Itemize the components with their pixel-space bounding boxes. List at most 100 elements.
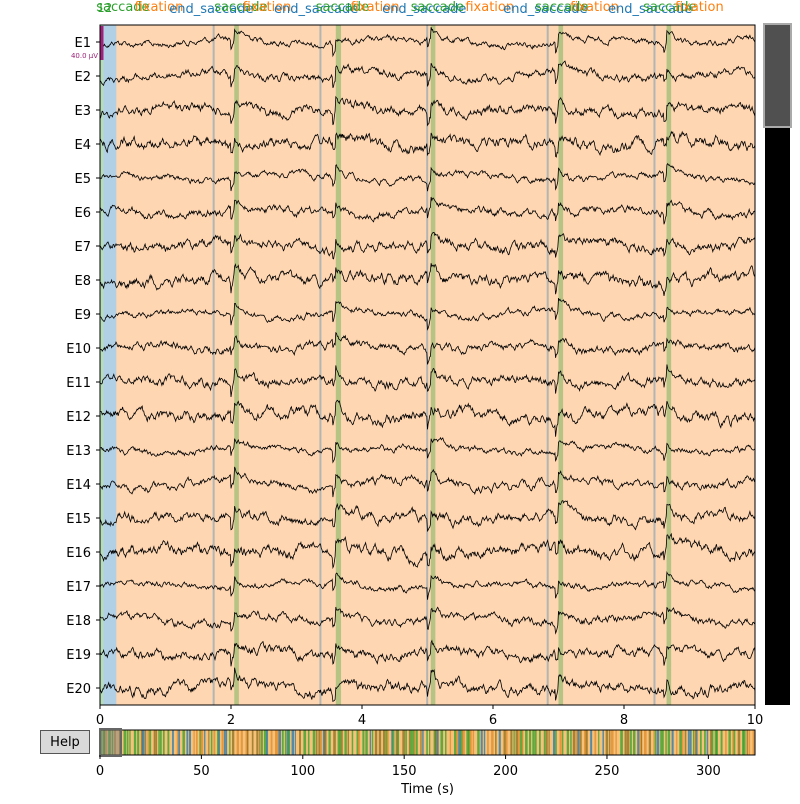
annotation-span-saccade[interactable] [100, 25, 104, 705]
overview-event-stripe [392, 730, 395, 755]
annotation-span-end-saccade[interactable] [653, 25, 656, 705]
annotation-span-saccade[interactable] [666, 25, 672, 705]
overview-event-stripe [590, 730, 593, 755]
overview-tick-label: 300 [696, 764, 721, 779]
overview-event-stripe [200, 730, 204, 755]
channel-label-e4[interactable]: E4 [75, 138, 92, 153]
overview-event-stripe [525, 730, 528, 755]
channel-label-e10[interactable]: E10 [66, 342, 91, 357]
channel-label-e15[interactable]: E15 [66, 512, 91, 527]
help-button[interactable]: Help [40, 730, 90, 754]
channel-label-e12[interactable]: E12 [66, 410, 91, 425]
channel-label-e7[interactable]: E7 [75, 240, 92, 255]
time-tick-label: 0 [96, 713, 104, 728]
overview-event-stripe [251, 730, 254, 755]
overview-event-stripe [378, 730, 382, 755]
overview-event-stripe [529, 730, 532, 755]
channel-label-e17[interactable]: E17 [66, 580, 91, 595]
overview-event-stripe [413, 730, 416, 755]
overview-event-stripe [679, 730, 682, 755]
overview-event-stripe [351, 730, 354, 755]
channel-label-e20[interactable]: E20 [66, 682, 91, 697]
overview-event-stripe [391, 730, 394, 755]
overview-event-stripe [137, 730, 140, 755]
overview-event-stripe [123, 730, 127, 755]
overview-event-stripe [662, 730, 664, 755]
channel-label-e18[interactable]: E18 [66, 614, 91, 629]
overview-event-stripe [426, 730, 428, 755]
overview-event-stripe [716, 730, 718, 755]
overview-event-stripe [562, 730, 564, 755]
annotation-span-fixation[interactable] [116, 25, 755, 705]
signal-trace-e16 [99, 532, 756, 570]
overview-event-stripe [653, 730, 655, 755]
channel-label-e19[interactable]: E19 [66, 648, 91, 663]
time-tick-label: 2 [227, 713, 235, 728]
channel-label-e8[interactable]: E8 [75, 274, 92, 289]
overview-event-stripe [195, 730, 198, 755]
overview-event-stripe [307, 730, 310, 755]
overview-event-stripe [312, 730, 316, 755]
overview-event-stripe [362, 730, 365, 755]
overview-event-stripe [266, 730, 269, 755]
overview-event-stripe [648, 730, 652, 755]
overview-event-stripe [671, 730, 674, 755]
annotation-span-end-saccade[interactable] [103, 25, 117, 705]
overview-event-stripe [704, 730, 706, 755]
overview-event-stripe [428, 730, 431, 755]
overview-event-stripe [566, 730, 570, 755]
overview-event-stripe [221, 730, 224, 755]
time-overview-bar[interactable] [100, 730, 755, 755]
overview-event-stripe [167, 730, 170, 755]
annotation-span-saccade[interactable] [335, 25, 342, 705]
channel-label-e13[interactable]: E13 [66, 444, 91, 459]
annotation-span-saccade[interactable] [558, 25, 564, 705]
overview-event-stripe [213, 730, 216, 755]
annotation-label-layer: saccadefixationend_saccadesaccadefixatio… [96, 0, 723, 17]
overview-event-stripe [199, 730, 202, 755]
overview-event-stripe [714, 730, 718, 755]
overview-event-stripe [155, 730, 158, 755]
overview-viewport-indicator[interactable] [99, 728, 122, 757]
annotation-span-end-saccade[interactable] [319, 25, 322, 705]
overview-event-stripe [469, 730, 472, 755]
channel-label-e11[interactable]: E11 [66, 376, 91, 391]
channel-label-e2[interactable]: E2 [75, 70, 92, 85]
annotation-label: saccade [96, 0, 149, 15]
overview-event-stripe [270, 730, 273, 755]
overview-event-stripe [579, 730, 582, 755]
overview-event-stripe [315, 730, 318, 755]
overview-event-stripe [462, 730, 465, 755]
overview-event-stripe [720, 730, 723, 755]
channel-label-e16[interactable]: E16 [66, 546, 91, 561]
channel-scrollbar-track[interactable] [765, 25, 790, 705]
overview-event-stripe [491, 730, 494, 755]
annotation-span-saccade[interactable] [430, 25, 436, 705]
annotation-span-saccade[interactable] [234, 25, 239, 705]
time-axis-label: Time (s) [401, 782, 454, 797]
overview-event-stripe [299, 730, 301, 755]
overview-event-stripe [520, 730, 523, 755]
overview-event-stripe [140, 730, 144, 755]
channel-label-e5[interactable]: E5 [75, 172, 92, 187]
annotation-span-end-saccade[interactable] [212, 25, 215, 705]
annotation-label: saccade [411, 0, 464, 15]
overview-axis: 0 50 100 150 200 250 300 [96, 755, 721, 779]
overview-event-stripe [186, 730, 189, 755]
channel-scrollbar-thumb[interactable] [763, 23, 792, 128]
overview-event-stripe [660, 730, 663, 755]
channel-label-e3[interactable]: E3 [75, 104, 92, 119]
overview-event-stripe [637, 730, 640, 755]
overview-event-stripe [217, 730, 220, 755]
annotation-span-end-saccade[interactable] [546, 25, 549, 705]
channel-label-e6[interactable]: E6 [75, 206, 92, 221]
channel-label-e9[interactable]: E9 [75, 308, 92, 323]
overview-event-stripe [513, 730, 515, 755]
annotation-span-end-saccade[interactable] [426, 25, 429, 705]
overview-event-stripe [543, 730, 546, 755]
overview-tick-label: 0 [96, 764, 104, 779]
channel-label-e14[interactable]: E14 [66, 478, 91, 493]
overview-event-stripe [598, 730, 600, 755]
channel-label-e1[interactable]: E1 [75, 36, 92, 51]
